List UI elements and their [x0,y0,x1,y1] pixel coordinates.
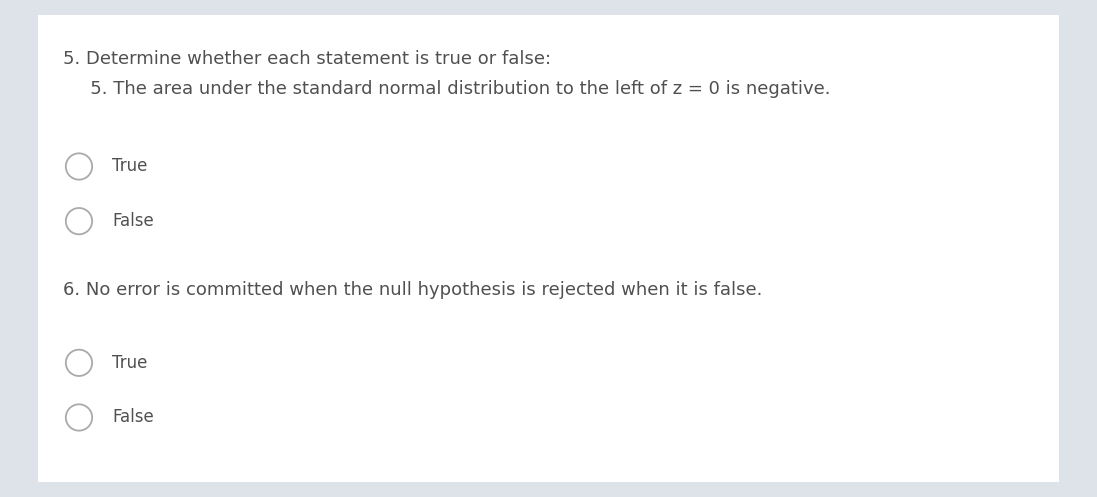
Text: 5. Determine whether each statement is true or false:: 5. Determine whether each statement is t… [63,50,551,68]
FancyBboxPatch shape [38,15,1059,482]
Text: False: False [112,409,154,426]
Text: 6. No error is committed when the null hypothesis is rejected when it is false.: 6. No error is committed when the null h… [63,281,762,299]
Text: True: True [112,354,147,372]
Text: False: False [112,212,154,230]
Text: True: True [112,158,147,175]
Text: 5. The area under the standard normal distribution to the left of z = 0 is negat: 5. The area under the standard normal di… [73,80,832,97]
